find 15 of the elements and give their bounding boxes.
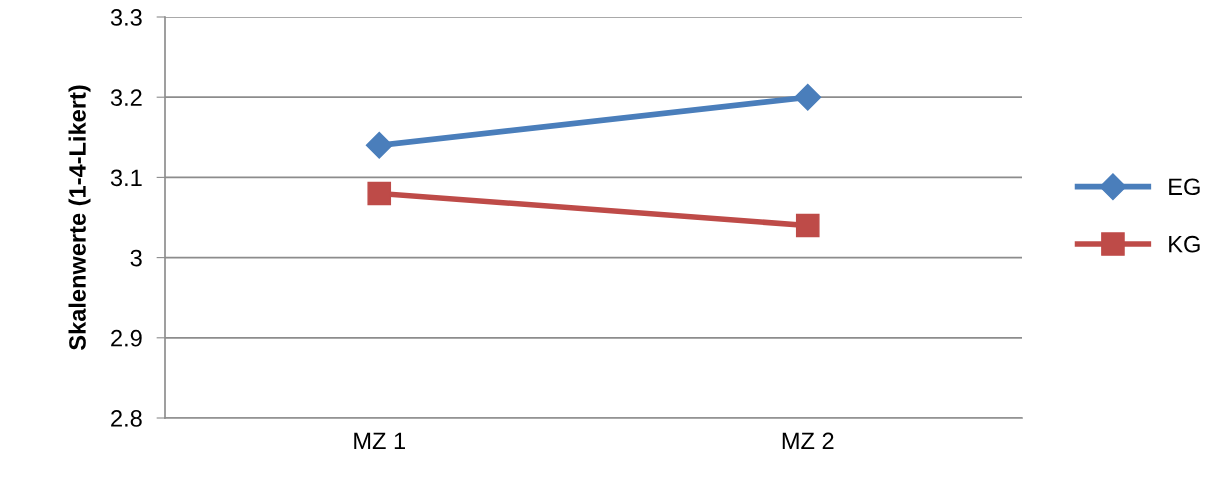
y-tick-label: 3.3: [110, 9, 142, 26]
point: [795, 213, 820, 238]
legend-label: EG: [1169, 178, 1200, 196]
x-tick-label: MZ 1: [354, 432, 405, 449]
y-tick-label: 2.8: [111, 410, 142, 427]
point: [367, 181, 392, 206]
y-tick-label: 3: [130, 249, 142, 267]
x-tick-label: MZ 2: [782, 432, 834, 449]
legend-label: KG: [1169, 235, 1200, 253]
y-tick-label: 2.9: [111, 329, 142, 347]
y-axis-title: Skalenwerte (1-4-Likert): [68, 85, 91, 350]
y-tick-label: 3.2: [110, 89, 142, 106]
point: [794, 83, 822, 111]
point: [365, 131, 393, 159]
y-tick-label: 3.1: [110, 169, 142, 187]
